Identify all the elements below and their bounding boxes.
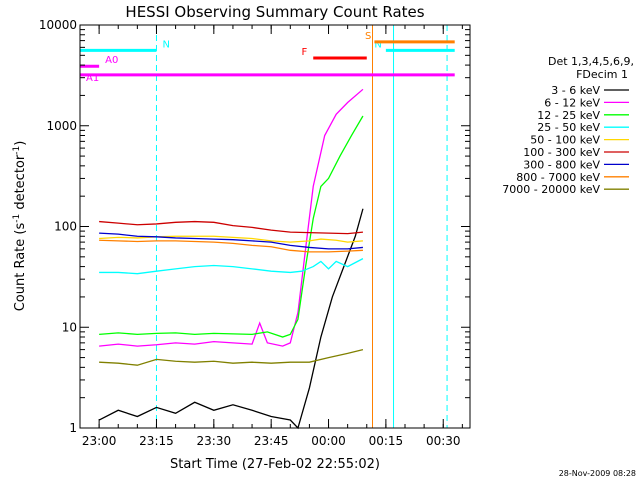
y-axis-label-part2: detector bbox=[13, 154, 28, 214]
flag-label-a0: A0 bbox=[105, 55, 118, 66]
y-tick-label: 100 bbox=[54, 220, 77, 234]
x-tick-label: 00:30 bbox=[426, 434, 461, 448]
x-tick-label: 00:15 bbox=[369, 434, 404, 448]
y-axis-label-sup1: -1 bbox=[12, 214, 22, 223]
y-tick-label: 10 bbox=[62, 320, 77, 334]
flag-label-a1: A1 bbox=[86, 73, 99, 84]
series-line-2 bbox=[99, 115, 364, 338]
y-axis-label-sup2: -1 bbox=[12, 146, 22, 155]
x-tick-label: 23:30 bbox=[197, 434, 232, 448]
flag-label-s: S bbox=[365, 31, 371, 42]
legend-label-1: 6 - 12 keV bbox=[544, 96, 600, 109]
series-line-8 bbox=[99, 348, 364, 366]
legend-header-2: FDecim 1 bbox=[576, 68, 628, 81]
x-axis: 23:00 23:15 23:30 23:45 00:00 00:15 00:30 bbox=[79, 25, 463, 448]
x-tick-label: 23:00 bbox=[82, 434, 117, 448]
y-tick-label: 10000 bbox=[39, 18, 77, 32]
y-tick-label: 1000 bbox=[46, 119, 77, 133]
series-line-4 bbox=[99, 235, 363, 243]
series-line-0 bbox=[98, 208, 364, 430]
timestamp: 28-Nov-2009 08:28 bbox=[559, 469, 636, 478]
legend-label-4: 50 - 100 keV bbox=[530, 134, 600, 147]
y-tick-label: 1 bbox=[69, 421, 77, 435]
legend-label-2: 12 - 25 keV bbox=[537, 109, 600, 122]
series-line-6 bbox=[99, 232, 364, 250]
flag-label-n: N bbox=[162, 39, 169, 50]
y-axis-label-part3: ) bbox=[13, 141, 28, 146]
x-axis-label: Start Time (27-Feb-02 22:55:02) bbox=[170, 457, 380, 472]
series-line-3 bbox=[99, 258, 364, 275]
legend-header-1: Det 1,3,4,5,6,9, bbox=[548, 55, 634, 68]
series-line-5 bbox=[99, 220, 364, 235]
series-layer bbox=[98, 88, 364, 430]
vertical-markers bbox=[155, 25, 448, 428]
legend-label-0: 3 - 6 keV bbox=[551, 84, 600, 97]
flag-label-f: F bbox=[301, 47, 307, 58]
y-axis-label: Count Rate (s-1 detector-1) bbox=[12, 141, 28, 312]
y-axis: 1 10 100 1000 10000 bbox=[39, 18, 470, 435]
legend-label-7: 800 - 7000 keV bbox=[516, 171, 600, 184]
flag-label-n: N bbox=[374, 39, 381, 50]
x-tick-label: 00:00 bbox=[311, 434, 346, 448]
legend-label-5: 100 - 300 keV bbox=[523, 146, 600, 159]
legend-label-6: 300 - 800 keV bbox=[523, 158, 600, 171]
y-axis-label-part1: Count Rate (s bbox=[13, 223, 28, 312]
x-tick-label: 23:15 bbox=[139, 434, 174, 448]
legend-label-3: 25 - 50 keV bbox=[537, 121, 600, 134]
legend-label-8: 7000 - 20000 keV bbox=[502, 183, 600, 196]
series-line-7 bbox=[99, 239, 363, 253]
x-tick-label: 23:45 bbox=[254, 434, 289, 448]
chart-title: HESSI Observing Summary Count Rates bbox=[125, 3, 424, 21]
